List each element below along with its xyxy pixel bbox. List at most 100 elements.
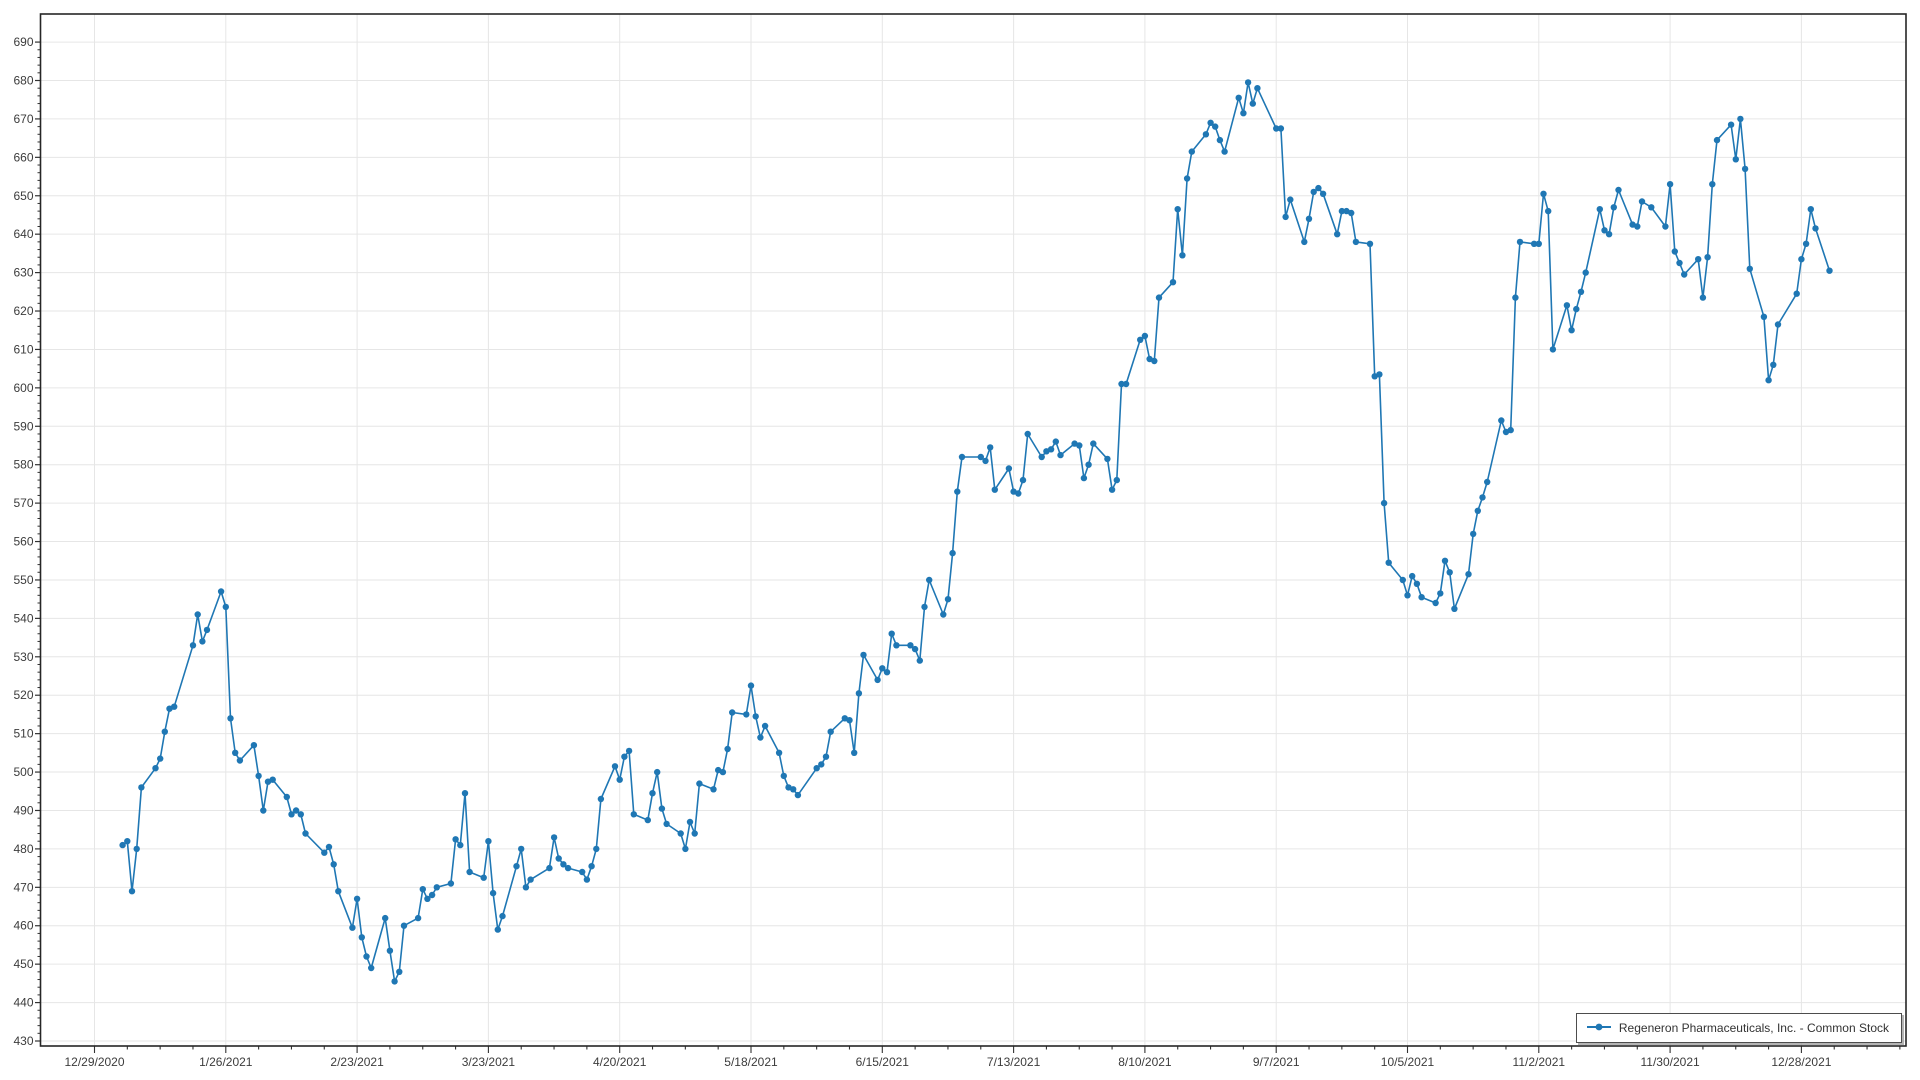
data-point-marker bbox=[822, 753, 830, 760]
data-point-marker bbox=[1038, 453, 1045, 461]
data-point-marker bbox=[1470, 530, 1477, 538]
y-tick-label: 590 bbox=[13, 419, 33, 433]
data-point-marker bbox=[363, 953, 370, 960]
data-point-marker bbox=[1802, 240, 1810, 247]
data-point-marker bbox=[654, 768, 661, 776]
data-point-marker bbox=[358, 934, 365, 941]
data-point-marker bbox=[1047, 446, 1055, 453]
data-point-marker bbox=[1582, 269, 1589, 276]
data-point-marker bbox=[1484, 478, 1491, 486]
data-point-marker bbox=[1183, 175, 1191, 182]
data-point-marker bbox=[1118, 380, 1125, 388]
data-point-marker bbox=[1113, 476, 1121, 484]
y-tick-label: 640 bbox=[13, 227, 33, 241]
data-point-marker bbox=[907, 642, 914, 649]
data-point-marker bbox=[879, 665, 886, 672]
data-point-marker bbox=[480, 874, 487, 881]
x-tick-label: 11/2/2021 bbox=[1513, 1055, 1566, 1069]
data-point-marker bbox=[1413, 580, 1421, 587]
legend-series-label: Regeneron Pharmaceuticals, Inc. - Common… bbox=[1618, 1021, 1889, 1035]
data-point-marker bbox=[391, 978, 398, 985]
data-point-marker bbox=[485, 838, 492, 845]
data-point-marker bbox=[757, 734, 764, 741]
data-point-marker bbox=[518, 845, 525, 853]
y-tick-label: 620 bbox=[13, 304, 33, 318]
y-tick-label: 660 bbox=[13, 150, 33, 164]
data-point-marker bbox=[302, 830, 309, 837]
data-point-marker bbox=[790, 786, 797, 793]
data-point-marker bbox=[250, 742, 258, 749]
data-point-marker bbox=[217, 588, 225, 595]
data-point-marker bbox=[1549, 346, 1557, 353]
data-point-marker bbox=[1080, 474, 1088, 482]
x-tick-label: 5/18/2021 bbox=[724, 1055, 778, 1069]
chart-legend: Regeneron Pharmaceuticals, Inc. - Common… bbox=[1575, 1013, 1902, 1043]
data-point-marker bbox=[1418, 594, 1425, 601]
data-point-marker bbox=[330, 861, 337, 868]
data-point-marker bbox=[982, 457, 989, 465]
data-point-marker bbox=[447, 880, 455, 887]
data-point-marker bbox=[124, 838, 131, 845]
data-point-marker bbox=[1746, 265, 1754, 272]
data-point-marker bbox=[888, 630, 895, 637]
data-point-marker bbox=[457, 841, 464, 849]
data-point-marker bbox=[1179, 252, 1186, 259]
x-tick-label: 2/23/2021 bbox=[330, 1055, 384, 1069]
data-point-marker bbox=[564, 864, 572, 872]
x-tick-label: 7/13/2021 bbox=[987, 1055, 1041, 1069]
data-point-marker bbox=[1207, 119, 1214, 127]
data-point-marker bbox=[1498, 417, 1505, 424]
data-point-marker bbox=[1249, 100, 1257, 107]
data-point-marker bbox=[1812, 225, 1819, 232]
y-tick-label: 460 bbox=[13, 919, 33, 933]
data-point-marker bbox=[1713, 136, 1721, 144]
data-point-marker bbox=[827, 728, 834, 735]
data-point-marker bbox=[860, 651, 867, 659]
data-point-marker bbox=[400, 922, 408, 929]
x-tick-label: 8/10/2021 bbox=[1118, 1055, 1172, 1069]
data-point-marker bbox=[1601, 227, 1608, 234]
data-point-marker bbox=[527, 876, 534, 883]
x-tick-label: 11/30/2021 bbox=[1641, 1055, 1700, 1069]
data-point-marker bbox=[921, 603, 928, 611]
data-point-marker bbox=[255, 772, 262, 780]
data-point-marker bbox=[1765, 377, 1772, 384]
data-point-marker bbox=[991, 486, 998, 493]
data-point-marker bbox=[1727, 121, 1735, 128]
y-tick-label: 600 bbox=[13, 381, 33, 395]
data-point-marker bbox=[1399, 576, 1407, 584]
data-point-marker bbox=[1169, 279, 1177, 286]
data-point-marker bbox=[1005, 465, 1013, 472]
x-tick-label: 9/7/2021 bbox=[1253, 1055, 1300, 1069]
data-point-marker bbox=[1676, 259, 1683, 267]
data-point-marker bbox=[1385, 559, 1392, 566]
data-point-marker bbox=[1465, 571, 1472, 578]
data-point-marker bbox=[1568, 327, 1575, 334]
data-point-marker bbox=[419, 886, 426, 893]
data-point-marker bbox=[1770, 361, 1777, 368]
y-tick-label: 680 bbox=[13, 74, 33, 88]
data-point-marker bbox=[1741, 165, 1749, 173]
data-point-marker bbox=[583, 876, 591, 883]
data-point-marker bbox=[1577, 288, 1585, 295]
data-point-marker bbox=[133, 845, 140, 853]
data-point-marker bbox=[1235, 94, 1242, 102]
data-point-marker bbox=[719, 768, 727, 776]
data-point-marker bbox=[846, 717, 853, 724]
data-point-marker bbox=[696, 780, 703, 787]
data-point-marker bbox=[1108, 486, 1116, 493]
data-point-marker bbox=[433, 884, 440, 891]
data-point-marker bbox=[1451, 605, 1458, 612]
data-point-marker bbox=[1137, 336, 1144, 343]
data-point-marker bbox=[1732, 156, 1740, 163]
data-point-marker bbox=[1807, 206, 1815, 213]
data-point-marker bbox=[794, 791, 802, 799]
data-point-marker bbox=[611, 763, 619, 770]
data-point-marker bbox=[396, 968, 403, 975]
data-point-marker bbox=[588, 863, 595, 870]
plot-area[interactable] bbox=[41, 14, 1907, 1046]
data-point-marker bbox=[1319, 190, 1327, 197]
data-point-marker bbox=[1216, 136, 1224, 144]
data-point-marker bbox=[944, 596, 952, 603]
data-point-marker bbox=[1596, 206, 1604, 213]
